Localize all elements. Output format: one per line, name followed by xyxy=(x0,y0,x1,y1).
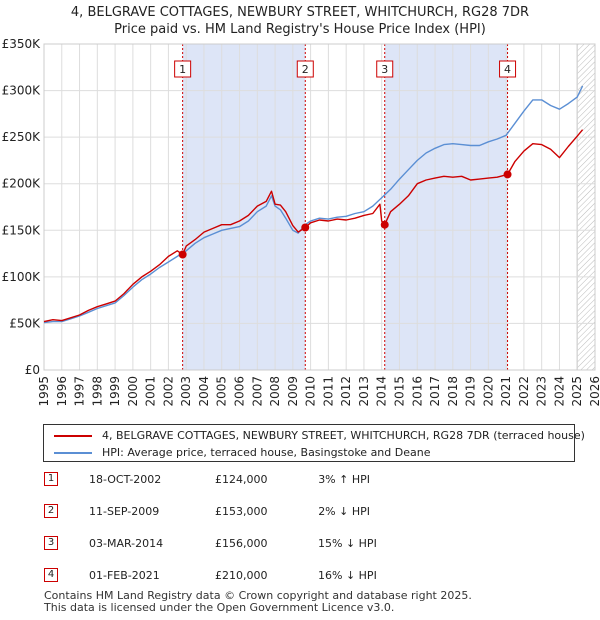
x-tick-label: 2013 xyxy=(357,376,371,407)
shaded-period xyxy=(384,44,508,370)
x-tick-label: 1999 xyxy=(108,376,122,407)
x-tick-label: 2004 xyxy=(197,376,211,407)
x-tick-label: 1996 xyxy=(55,376,69,407)
x-tick-label: 2006 xyxy=(233,376,247,407)
x-tick-label: 2000 xyxy=(126,376,140,407)
sale-label: 3 xyxy=(381,63,388,76)
legend-label-hpi: HPI: Average price, terraced house, Basi… xyxy=(102,446,431,459)
sale-row: 3 03-MAR-2014 £156,000 15% ↓ HPI xyxy=(0,534,600,554)
sale-price: £153,000 xyxy=(215,505,268,518)
y-tick-label: £150K xyxy=(2,223,42,237)
sale-number-badge: 4 xyxy=(44,568,58,582)
x-tick-label: 2018 xyxy=(446,376,460,407)
chart-title-line1: 4, BELGRAVE COTTAGES, NEWBURY STREET, WH… xyxy=(70,5,530,20)
x-tick-label: 2010 xyxy=(304,376,318,407)
shaded-period xyxy=(182,44,306,370)
x-tick-label: 2024 xyxy=(552,376,566,407)
x-tick-label: 2021 xyxy=(499,376,513,407)
sale-price: £156,000 xyxy=(215,537,268,550)
x-tick-label: 2001 xyxy=(144,376,158,407)
price-chart: 1 2 3 4 £0 £50K £100K £150K £200K £250K £300K £350… xyxy=(2,37,600,407)
y-tick-label: £300K xyxy=(2,84,42,98)
x-tick-label: 2016 xyxy=(410,376,424,407)
sale-label: 2 xyxy=(302,63,309,76)
sale-point xyxy=(178,250,187,259)
sale-row: 1 18-OCT-2002 £124,000 3% ↑ HPI xyxy=(0,470,600,490)
sale-label-box xyxy=(174,60,192,78)
sale-number-badge: 2 xyxy=(44,504,58,518)
sale-label: 4 xyxy=(504,63,511,76)
footer-attribution: Contains HM Land Registry data © Crown c… xyxy=(44,590,472,614)
x-tick-label: 2009 xyxy=(286,376,300,407)
sale-point xyxy=(380,220,389,229)
sale-label: 1 xyxy=(179,63,186,76)
sale-number-badge: 3 xyxy=(44,536,58,550)
sale-row: 4 01-FEB-2021 £210,000 16% ↓ HPI xyxy=(0,566,600,586)
sale-number-badge: 1 xyxy=(44,472,58,486)
sale-hpi-relation: 2% ↓ HPI xyxy=(318,505,370,518)
sale-price: £124,000 xyxy=(215,473,268,486)
chart-title: 4, BELGRAVE COTTAGES, NEWBURY STREET, WH… xyxy=(0,4,600,38)
y-tick-label: £100K xyxy=(2,270,42,284)
x-tick-label: 2007 xyxy=(250,376,264,407)
x-tick-label: 1997 xyxy=(73,376,87,407)
x-tick-label: 2014 xyxy=(375,376,389,407)
forecast-hatch xyxy=(577,44,595,370)
y-tick-label: £200K xyxy=(2,177,42,191)
sale-hpi-relation: 15% ↓ HPI xyxy=(318,537,377,550)
x-tick-label: 2003 xyxy=(179,376,193,407)
x-tick-label: 2012 xyxy=(339,376,353,407)
sale-date: 03-MAR-2014 xyxy=(89,537,164,550)
sale-label-box xyxy=(376,60,394,78)
x-tick-label: 2026 xyxy=(588,376,600,407)
x-tick-label: 2019 xyxy=(464,376,478,407)
sale-date: 18-OCT-2002 xyxy=(89,473,162,486)
legend-swatch-property xyxy=(54,435,92,437)
y-tick-label: £250K xyxy=(2,130,42,144)
x-tick-label: 2020 xyxy=(481,376,495,407)
x-tick-label: 2008 xyxy=(268,376,282,407)
legend-swatch-hpi xyxy=(54,452,92,454)
y-tick-label: £350K xyxy=(2,37,42,51)
sale-hpi-relation: 16% ↓ HPI xyxy=(318,569,377,582)
chart-legend: 4, BELGRAVE COTTAGES, NEWBURY STREET, WH… xyxy=(43,424,585,462)
chart-title-line2: Price paid vs. HM Land Registry's House … xyxy=(114,22,486,37)
y-tick-label: £50K xyxy=(9,316,41,330)
sale-hpi-relation: 3% ↑ HPI xyxy=(318,473,370,486)
x-tick-label: 1998 xyxy=(90,376,104,407)
x-tick-label: 2002 xyxy=(161,376,175,407)
y-tick-label: £0 xyxy=(25,363,40,377)
x-tick-label: 2025 xyxy=(570,376,584,407)
x-tick-label: 2015 xyxy=(392,376,406,407)
sale-label-box xyxy=(296,60,314,78)
x-tick-label: 1995 xyxy=(37,376,51,407)
footer-line2: This data is licensed under the Open Gov… xyxy=(44,601,395,614)
footer-line1: Contains HM Land Registry data © Crown c… xyxy=(44,589,472,602)
x-tick-label: 2023 xyxy=(535,376,549,407)
plot-frame xyxy=(43,43,596,371)
sale-date: 11-SEP-2009 xyxy=(89,505,160,518)
sale-label-box xyxy=(499,60,517,78)
sale-row: 2 11-SEP-2009 £153,000 2% ↓ HPI xyxy=(0,502,600,522)
x-tick-label: 2022 xyxy=(517,376,531,407)
x-tick-label: 2011 xyxy=(321,376,335,407)
sale-point xyxy=(301,223,310,232)
sale-date: 01-FEB-2021 xyxy=(89,569,160,582)
legend-label-property: 4, BELGRAVE COTTAGES, NEWBURY STREET, WH… xyxy=(102,429,585,442)
sale-point xyxy=(503,170,512,179)
x-tick-label: 2017 xyxy=(428,376,442,407)
x-tick-label: 2005 xyxy=(215,376,229,407)
sale-price: £210,000 xyxy=(215,569,268,582)
